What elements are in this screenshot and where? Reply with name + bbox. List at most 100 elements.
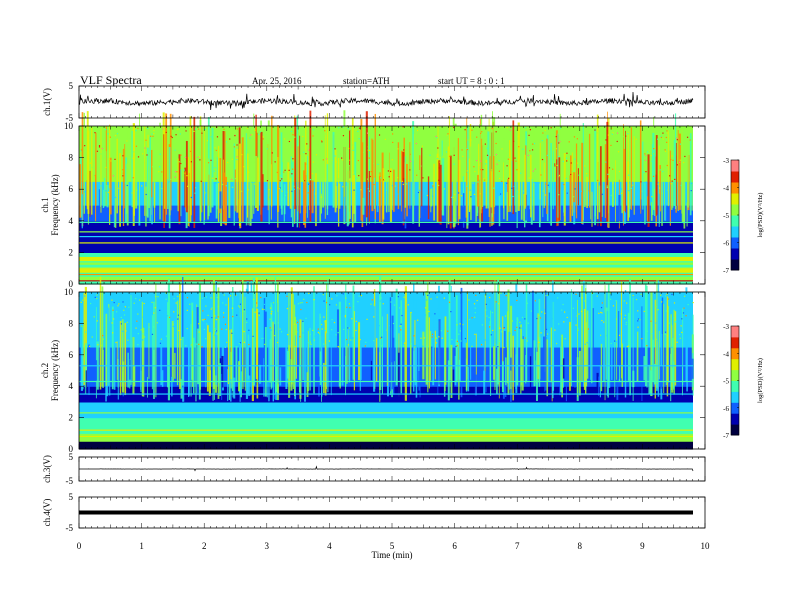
spectrogram-speckle [679, 161, 681, 163]
spectrogram-streak [667, 130, 669, 207]
spectrogram-streak [373, 306, 376, 392]
spectrogram-speckle [358, 175, 360, 177]
x-tick-label: 10 [701, 541, 711, 551]
spectrogram-speckle [162, 128, 164, 130]
spectrogram-speckle [308, 183, 311, 185]
spectrogram-speckle [368, 149, 371, 152]
spectrogram-speckle [675, 320, 677, 323]
spectrogram-speckle [531, 149, 534, 151]
spectrogram-streak [670, 314, 672, 381]
spectrogram-speckle [217, 316, 219, 318]
spectrogram-speckle [456, 340, 458, 342]
spectrogram-speckle [646, 345, 648, 347]
spectrogram-streak [507, 289, 510, 395]
spectrogram-streak [262, 174, 264, 208]
spectrogram-speckle [98, 145, 101, 147]
spectrogram-speckle [297, 303, 299, 305]
y-tick-label: 8 [69, 153, 74, 163]
spectrogram-speckle [493, 147, 496, 150]
spectrogram-speckle [214, 328, 216, 330]
spectrogram-streak [337, 157, 340, 227]
spectrogram-streak [332, 132, 335, 208]
spectrogram-streak [642, 141, 644, 210]
spectrogram-speckle [541, 153, 544, 155]
spectrogram-streak [501, 361, 504, 393]
spectrogram-speckle [207, 162, 210, 164]
spectrogram-streak [335, 186, 338, 208]
spectrogram-streak [209, 158, 212, 213]
spectrogram-line [79, 365, 693, 367]
spectrogram-speckle [177, 128, 179, 130]
spectrogram-speckle [307, 342, 309, 344]
spectrogram-speckle [165, 131, 167, 134]
spectrogram-streak [492, 111, 494, 218]
spectrogram-speckle [495, 131, 497, 133]
spectrogram-speckle [486, 154, 489, 156]
spectrogram-speckle [484, 295, 486, 297]
spectrogram-speckle [279, 175, 281, 177]
spectrogram-streak [591, 290, 593, 384]
spectrogram-speckle [360, 189, 362, 191]
spectrogram-speckle [256, 307, 258, 309]
spectrogram-speckle [94, 296, 96, 299]
spectrogram-speckle [524, 337, 526, 339]
spectrogram-streak [524, 194, 527, 221]
spectrogram-streak [533, 340, 536, 387]
spectrogram-streak [275, 302, 278, 401]
spectrogram-speckle [259, 129, 262, 131]
spectrogram-speckle [143, 302, 145, 305]
spectrogram-speckle [442, 299, 444, 301]
spectrogram-streak [539, 142, 541, 223]
spectrogram-speckle [403, 296, 405, 298]
spectrogram-speckle [474, 333, 476, 335]
spectrogram-streak [353, 311, 356, 391]
spectrogram-streak [525, 281, 528, 381]
spectrogram-streak [648, 364, 651, 395]
spectrogram-speckle [338, 346, 340, 348]
spectrogram-speckle [583, 293, 585, 296]
spectrogram-streak [656, 278, 658, 384]
spectrogram-speckle [546, 300, 548, 302]
spectrogram-streak [165, 113, 168, 215]
spectrogram-speckle [489, 296, 491, 299]
spectrogram-line [79, 236, 693, 238]
spectrogram-speckle [684, 295, 686, 297]
spectrogram-speckle [225, 185, 227, 187]
spectrogram-streak [286, 351, 289, 379]
spectrogram-speckle [455, 345, 457, 348]
colorbar-segment [731, 240, 739, 243]
spectrogram-streak [188, 325, 190, 397]
spectrogram-speckle [416, 174, 418, 176]
spectrogram-streak [379, 352, 381, 402]
spectrogram-speckle [670, 324, 672, 326]
spectrogram-speckle [432, 185, 434, 187]
spectrogram-speckle [453, 154, 455, 156]
spectrogram-speckle [430, 298, 432, 300]
spectrogram-speckle [364, 337, 367, 339]
spectrogram-speckle [243, 341, 245, 343]
spectrogram-speckle [651, 333, 653, 335]
spectrogram-streak [204, 126, 206, 220]
spectrogram-streak [230, 351, 232, 389]
spectrogram-speckle [545, 328, 548, 330]
spectrogram-speckle [367, 149, 369, 151]
spectrogram-speckle [116, 311, 118, 313]
spectrogram-speckle [286, 307, 288, 310]
spectrogram-line [79, 273, 693, 276]
spectrogram-speckle [671, 180, 673, 182]
spectrogram-streak [105, 313, 108, 386]
spectrogram-streak [100, 128, 102, 213]
spectrogram-speckle [292, 168, 294, 170]
spectrogram-speckle [532, 177, 534, 179]
spectrogram-speckle [312, 329, 314, 331]
spectrogram-speckle [310, 330, 312, 332]
spectrogram-speckle [431, 184, 434, 186]
spectrogram-speckle [211, 316, 213, 319]
spectrogram-streak [279, 367, 282, 386]
spectrogram-speckle [135, 297, 137, 300]
spectrogram-streak [425, 291, 428, 385]
spectrogram-speckle [434, 150, 436, 152]
spectrogram-speckle [122, 175, 124, 177]
spectrogram-streak [224, 131, 226, 226]
spectrogram-streak [168, 147, 171, 229]
